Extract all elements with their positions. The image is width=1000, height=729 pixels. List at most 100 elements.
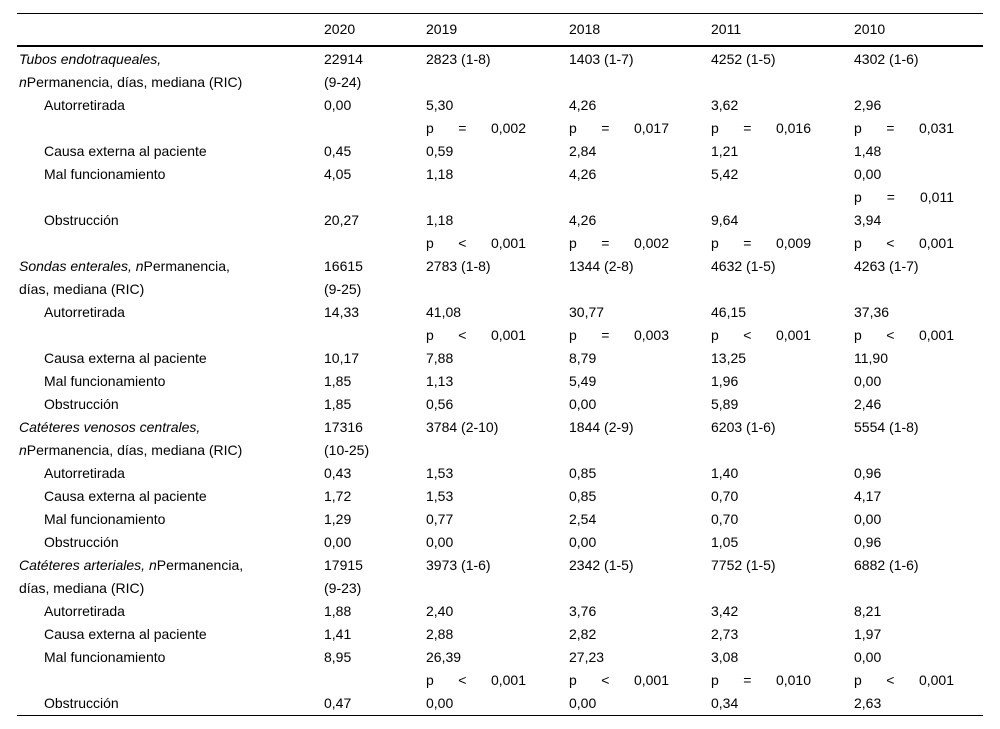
value-cell: 0,00 xyxy=(569,534,597,550)
p-cell: p <0,001 xyxy=(426,324,569,347)
table-row: Causa externa al paciente 10,17 7,88 8,79 13… xyxy=(17,347,983,370)
value-cell: 1,13 xyxy=(426,373,454,389)
value-cell: 1,41 xyxy=(324,626,352,642)
p-operator: = xyxy=(743,235,752,251)
column-header-2011: 2011 xyxy=(711,21,742,37)
p-cell xyxy=(569,186,711,209)
value-cell: 46,15 xyxy=(711,304,747,320)
p-cell: p <0,001 xyxy=(854,324,983,347)
value-cell: 0,00 xyxy=(854,649,882,665)
p-operator: = xyxy=(601,327,610,343)
row-label: Mal funcionamiento xyxy=(44,373,166,389)
p-symbol: p xyxy=(711,327,719,343)
value-cell: 2,46 xyxy=(854,396,882,412)
p-cell: p = 0,017 xyxy=(569,117,711,140)
n-value-cell: 22914 (9-24) xyxy=(324,51,363,90)
section-label: Catéteres venosos centrales, nPermanencia… xyxy=(17,416,324,462)
p-symbol: p xyxy=(569,120,577,136)
p-operator: < xyxy=(886,235,895,251)
value-cell: 0,00 xyxy=(854,166,882,182)
value-cell: 0,00 xyxy=(426,534,454,550)
value-cell: 3,08 xyxy=(711,649,739,665)
section-label-line: nPermanencia, días, mediana (RIC) xyxy=(19,71,324,94)
value-cell: 0,96 xyxy=(854,534,882,550)
value-cell: 5,42 xyxy=(711,166,739,182)
section-header-row: Tubos endotraqueales, nPermanencia, días,… xyxy=(17,48,983,94)
results-table: 2020 2019 2018 2011 2010 Tubos endotraqu… xyxy=(17,13,983,716)
p-value: p = 0,002 xyxy=(426,117,526,140)
value-cell: 0,77 xyxy=(426,511,454,527)
value-cell: 1,05 xyxy=(711,534,739,550)
section-label-line: Catéteres arteriales, nPermanencia, xyxy=(19,554,324,577)
value-cell: 5,89 xyxy=(711,396,739,412)
section-label-regular: días, mediana (RIC) xyxy=(19,580,145,596)
p-number: 0,001 xyxy=(918,327,954,343)
value-cell: 2,88 xyxy=(426,626,454,642)
p-value: p <0,001 xyxy=(426,232,526,255)
row-label: Autorretirada xyxy=(44,465,125,481)
p-cell: p <0,001 xyxy=(426,232,569,255)
value-cell: 2,73 xyxy=(711,626,739,642)
p-value-row: p = 0,002 p = 0,017 p = 0,016 p = 0,031 xyxy=(17,117,983,140)
p-symbol: p xyxy=(426,672,434,688)
n-value-cell: 1403 (1-7) xyxy=(569,51,634,67)
p-value: p = 0,003 xyxy=(569,324,669,347)
p-number: 0,003 xyxy=(633,327,669,343)
p-value: p = 0,010 xyxy=(711,669,811,692)
p-cell: p <0,001 xyxy=(854,669,983,692)
p-cell: p = 0,009 xyxy=(711,232,854,255)
p-operator: = xyxy=(886,120,895,136)
n-value-cell: 6882 (1-6) xyxy=(854,557,919,573)
p-operator: < xyxy=(601,672,610,688)
empty-cell xyxy=(17,117,324,140)
table-row: Mal funcionamiento 1,29 0,77 2,54 0,70 0,00 xyxy=(17,508,983,531)
section-label: Sondas enterales, nPermanencia, días, med… xyxy=(17,255,324,301)
p-cell: p = 0,002 xyxy=(426,117,569,140)
p-value-row: p <0,001 p <0,001 p = 0,010 p <0,001 xyxy=(17,669,983,692)
table-row: Autorretirada 0,00 5,30 4,26 3,62 2,96 xyxy=(17,94,983,117)
p-value: p = 0,002 xyxy=(569,232,669,255)
value-cell: 1,48 xyxy=(854,143,882,159)
p-value-row: p <0,001 p = 0,002 p = 0,009 p <0,001 xyxy=(17,232,983,255)
p-cell: p <0,001 xyxy=(711,324,854,347)
section-label-regular: Permanencia, días, mediana (RIC) xyxy=(26,442,243,458)
n-value-cell: 17915 (9-23) xyxy=(324,557,363,596)
p-cell xyxy=(324,669,426,692)
value-cell: 3,42 xyxy=(711,603,739,619)
p-number: 0,017 xyxy=(633,120,669,136)
value-cell: 0,70 xyxy=(711,511,739,527)
n-value-cell: 2823 (1-8) xyxy=(426,51,491,67)
value-cell: 13,25 xyxy=(711,350,747,366)
value-cell: 7,88 xyxy=(426,350,454,366)
row-label: Mal funcionamiento xyxy=(44,511,166,527)
section-header-row: Catéteres venosos centrales, nPermanencia… xyxy=(17,416,983,462)
section-label-line: Sondas enterales, nPermanencia, xyxy=(19,255,324,278)
section-label-italic: Tubos endotraqueales, xyxy=(19,51,162,67)
table-row: Mal funcionamiento 1,85 1,13 5,49 1,96 0,00 xyxy=(17,370,983,393)
p-operator: < xyxy=(458,235,467,251)
value-cell: 0,85 xyxy=(569,465,597,481)
p-symbol: p xyxy=(426,120,434,136)
p-number: 0,002 xyxy=(633,235,669,251)
value-cell: 1,40 xyxy=(711,465,739,481)
p-symbol: p xyxy=(426,327,434,343)
p-cell: p <0,001 xyxy=(569,669,711,692)
p-value: p = 0,017 xyxy=(569,117,669,140)
p-number: 0,002 xyxy=(490,120,526,136)
row-label: Causa externa al paciente xyxy=(44,626,207,642)
section-label-regular: Permanencia, días, mediana (RIC) xyxy=(26,74,243,90)
p-symbol: p xyxy=(854,672,862,688)
p-value: p = 0,031 xyxy=(854,117,954,140)
row-label: Mal funcionamiento xyxy=(44,649,166,665)
column-header-2019: 2019 xyxy=(426,21,458,37)
table-row: Obstrucción 0,47 0,00 0,00 0,34 2,63 xyxy=(17,692,983,715)
n-value-cell: 4302 (1-6) xyxy=(854,51,919,67)
p-number: 0,031 xyxy=(918,120,954,136)
value-cell: 1,53 xyxy=(426,488,454,504)
value-cell: 0,85 xyxy=(569,488,597,504)
value-cell: 4,26 xyxy=(569,97,597,113)
p-number: 0,001 xyxy=(918,235,954,251)
p-symbol: p xyxy=(569,235,577,251)
p-value: p = 0,016 xyxy=(711,117,811,140)
p-value-row: p <0,001 p = 0,003 p <0,001 p <0,001 xyxy=(17,324,983,347)
